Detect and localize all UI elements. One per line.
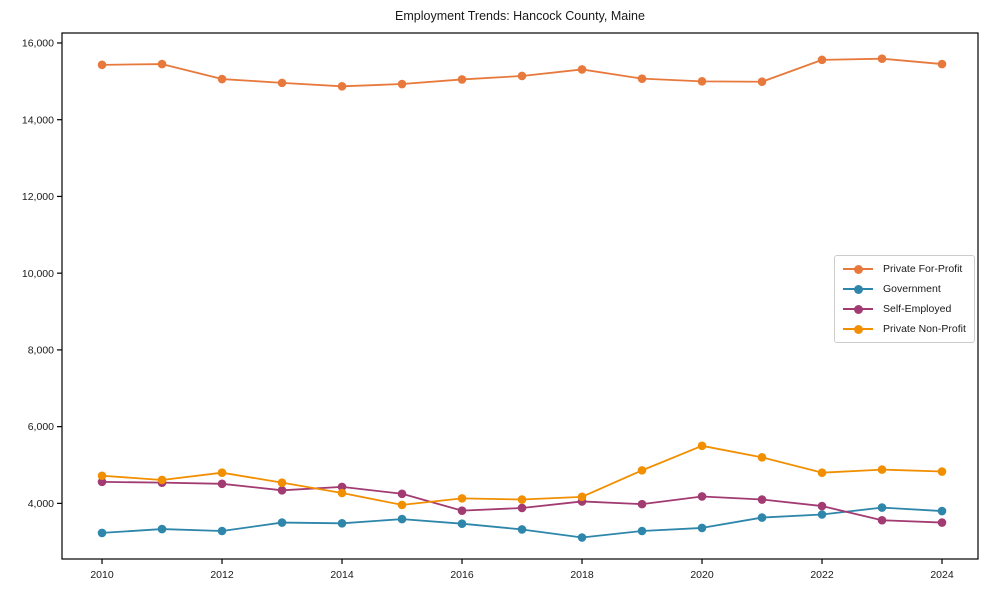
chart-legend: Private For-Profit Government Self-Employe… (834, 255, 975, 343)
legend-marker-dot (853, 304, 863, 314)
data-point (97, 60, 107, 70)
data-point (577, 533, 587, 542)
data-point (817, 510, 827, 519)
data-point (397, 500, 407, 510)
data-point (697, 492, 707, 501)
data-point (97, 471, 107, 481)
data-point (457, 75, 467, 84)
data-point (337, 82, 347, 91)
data-point (757, 513, 767, 522)
legend-entry: Private For-Profit (843, 259, 966, 279)
legend-marker-dot (853, 284, 863, 294)
data-point (637, 526, 647, 536)
data-point (937, 59, 947, 69)
y-tick-label: 14,000 (22, 114, 54, 126)
x-tick-label: 2020 (690, 569, 714, 581)
data-point (157, 475, 167, 485)
data-point (697, 77, 707, 86)
data-point (937, 518, 947, 527)
data-point (817, 55, 827, 65)
data-point (397, 79, 407, 89)
data-point (937, 467, 947, 476)
x-tick-label: 2016 (450, 569, 474, 581)
data-point (517, 503, 527, 513)
data-point (337, 488, 347, 498)
data-point (697, 523, 707, 533)
legend-label: Private For-Profit (883, 263, 963, 275)
chart-title: Employment Trends: Hancock County, Maine (395, 9, 645, 23)
x-tick-label: 2022 (810, 569, 834, 581)
data-point (817, 501, 827, 511)
data-point (457, 494, 467, 503)
data-point (97, 477, 107, 487)
data-point (337, 519, 347, 528)
legend-label: Government (883, 283, 941, 295)
data-point (697, 441, 707, 451)
data-point (637, 74, 647, 83)
data-point (217, 479, 227, 489)
y-tick-label: 8,000 (28, 345, 54, 357)
data-point (397, 489, 407, 499)
data-point (277, 518, 287, 527)
data-point (877, 503, 887, 512)
legend-marker-dot (853, 264, 863, 274)
x-tick-label: 2010 (90, 569, 114, 581)
data-point (577, 492, 587, 502)
data-point (757, 453, 767, 462)
legend-label: Private Non-Profit (883, 323, 966, 335)
data-point (457, 506, 467, 515)
data-point (277, 478, 287, 487)
data-point (157, 59, 167, 69)
data-point (97, 528, 107, 538)
data-point (757, 495, 767, 504)
data-point (517, 525, 527, 534)
data-point (277, 78, 287, 88)
legend-entry: Government (843, 279, 966, 299)
data-point (517, 495, 527, 504)
data-point (817, 468, 827, 477)
data-point (217, 526, 227, 536)
legend-marker-dot (853, 324, 863, 334)
data-point (637, 466, 647, 475)
data-point (517, 71, 527, 81)
legend-line-sample (843, 284, 873, 294)
data-point (637, 499, 647, 509)
y-tick-label: 10,000 (22, 268, 54, 280)
data-point (877, 54, 887, 64)
data-point (217, 468, 227, 477)
data-point (157, 524, 167, 534)
data-point (877, 465, 887, 474)
data-point (337, 482, 347, 492)
y-tick-label: 12,000 (22, 191, 54, 203)
y-tick-label: 4,000 (28, 498, 54, 510)
x-tick-label: 2012 (210, 569, 234, 581)
legend-entry: Self-Employed (843, 299, 966, 319)
data-point (397, 514, 407, 524)
data-point (277, 486, 287, 495)
legend-line-sample (843, 324, 873, 334)
x-tick-label: 2018 (570, 569, 594, 581)
data-point (577, 65, 587, 74)
legend-line-sample (843, 304, 873, 314)
data-point (217, 74, 227, 84)
x-tick-label: 2024 (930, 569, 954, 581)
data-point (757, 77, 767, 87)
y-tick-label: 16,000 (22, 38, 54, 50)
data-point (457, 519, 467, 529)
legend-label: Self-Employed (883, 303, 952, 315)
data-point (937, 506, 947, 516)
x-tick-label: 2014 (330, 569, 354, 581)
legend-line-sample (843, 264, 873, 274)
data-point (877, 515, 887, 525)
legend-entry: Private Non-Profit (843, 319, 966, 339)
y-tick-label: 6,000 (28, 421, 54, 433)
plot-border (61, 32, 979, 560)
